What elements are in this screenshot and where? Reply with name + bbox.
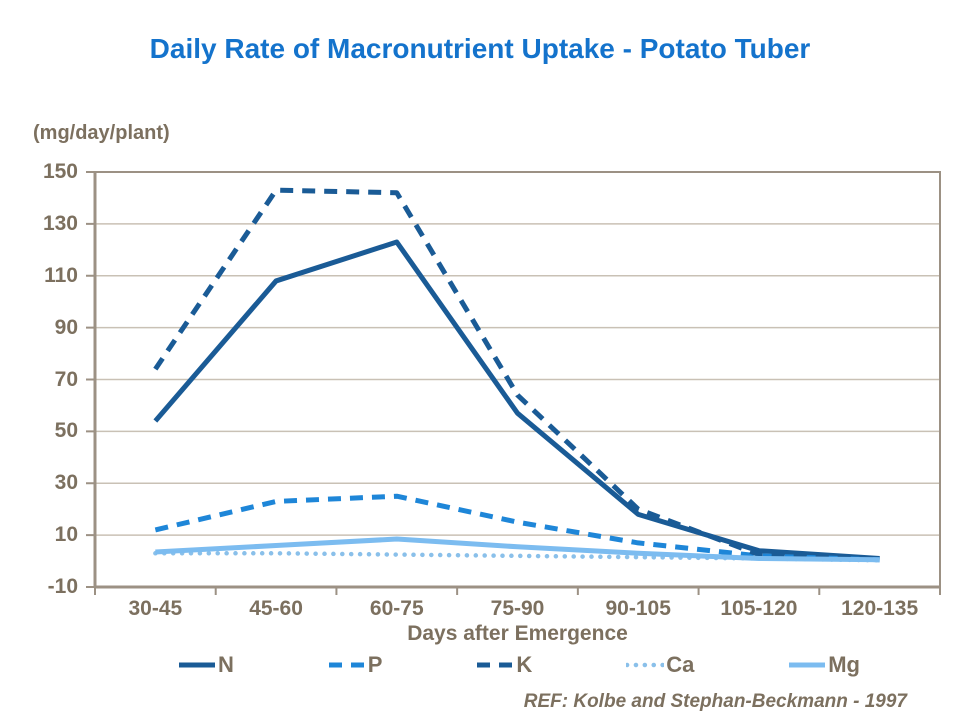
legend-item-P: P	[328, 652, 383, 678]
reference-citation: REF: Kolbe and Stephan-Beckmann - 1997	[523, 691, 907, 712]
series-line-Mg	[155, 536, 880, 563]
legend-item-Mg: Mg	[788, 652, 860, 678]
y-tick-label: 150	[42, 160, 78, 183]
x-tick-label: 105-120	[720, 597, 798, 620]
legend-line-sample-N	[179, 662, 215, 668]
legend-item-Ca: Ca	[626, 652, 694, 678]
y-axis-unit-label: (mg/day/plant)	[33, 122, 170, 144]
legend-line-sample-P	[328, 662, 365, 668]
chart-plot-area	[86, 171, 941, 595]
x-axis-title: Days after Emergence	[407, 622, 628, 645]
x-tick-label: 90-105	[605, 597, 671, 620]
legend-line-sample-K	[477, 662, 514, 668]
x-tick-label: 30-45	[128, 597, 183, 620]
legend-line-sample-Mg	[789, 662, 826, 668]
legend-label-Ca: Ca	[666, 652, 695, 677]
y-tick-label: 130	[42, 211, 78, 235]
y-tick-label: 90	[54, 315, 78, 339]
x-tick-label: 75-90	[490, 597, 545, 620]
y-tick-label: 70	[54, 367, 78, 391]
series-line-K	[153, 187, 880, 563]
y-tick-label: 50	[54, 419, 78, 443]
legend-line-sample-Ca	[626, 662, 665, 668]
y-tick-label: 10	[54, 523, 78, 547]
chart-legend: N P K Ca Mg	[178, 652, 860, 678]
x-tick-label: 45-60	[249, 597, 303, 620]
legend-label-Mg: Mg	[828, 652, 860, 677]
legend-label-P: P	[367, 652, 383, 677]
legend-item-K: K	[476, 652, 532, 678]
legend-label-K: K	[516, 652, 533, 677]
x-tick-label: 120-135	[841, 597, 919, 620]
y-tick-label: 110	[44, 263, 78, 287]
legend-label-N: N	[218, 652, 234, 677]
chart-title: Daily Rate of Macronutrient Uptake - Pot…	[149, 33, 811, 64]
y-tick-label: -10	[47, 575, 78, 598]
legend-item-N: N	[178, 652, 234, 678]
y-tick-label: 30	[54, 471, 78, 495]
series-line-N	[153, 239, 880, 561]
x-tick-label: 60-75	[369, 597, 424, 620]
